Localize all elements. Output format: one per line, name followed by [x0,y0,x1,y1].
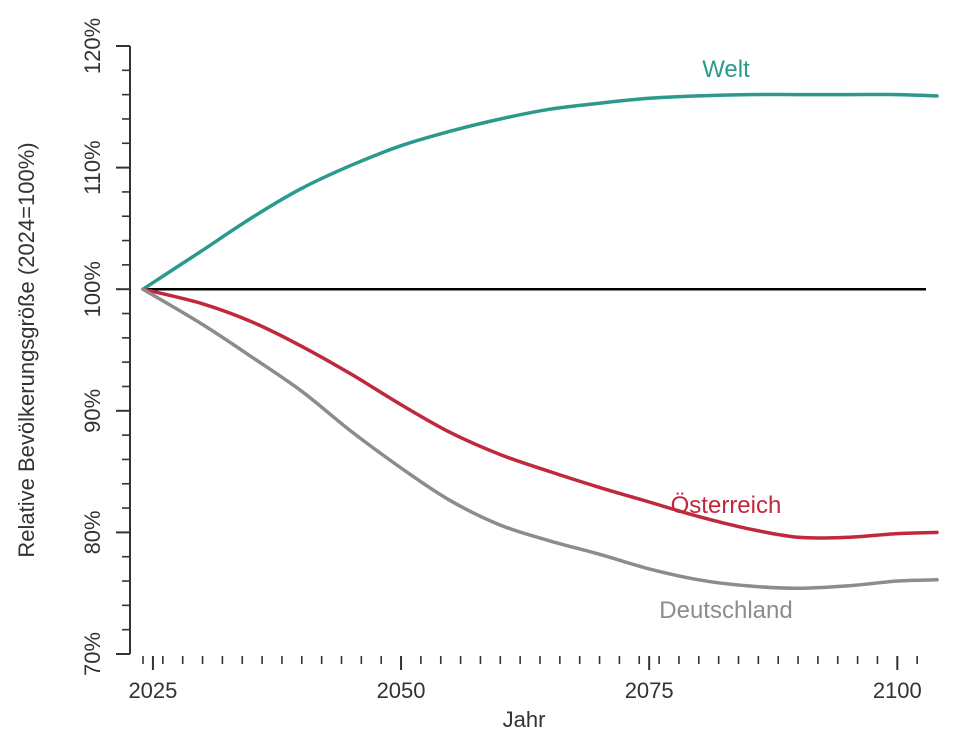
axes: 70% 80% 90% 100% 110% 120% 2025 2050 2075 2100 [80,18,922,703]
y-tick-label: 90% [80,389,105,433]
x-tick-label: 2075 [625,678,674,703]
series-line-welt [141,92,939,291]
x-axis-title: Jahr [503,707,546,732]
x-tick-label: 2025 [128,678,177,703]
y-axis-title: Relative Bevölkerungsgröße (2024=100%) [14,142,39,557]
series-line-oesterreich [141,287,939,540]
series-line-deutschland [141,287,939,591]
x-tick-label: 2100 [873,678,922,703]
y-tick-label: 100% [80,261,105,317]
x-tick-label: 2050 [377,678,426,703]
y-tick-label: 80% [80,510,105,554]
y-axis-ticks: 70% 80% 90% 100% 110% 120% [80,18,130,676]
series-label-welt: Welt [702,56,750,83]
y-tick-label: 70% [80,632,105,676]
series-lines [141,92,939,591]
y-tick-label: 120% [80,18,105,74]
series-label-oesterreich: Österreich [671,492,782,519]
series-labels: Welt Österreich Deutschland [659,56,792,624]
y-tick-label: 110% [80,140,105,195]
x-axis-ticks: 2025 2050 2075 2100 [128,656,922,703]
series-label-deutschland: Deutschland [659,597,792,624]
